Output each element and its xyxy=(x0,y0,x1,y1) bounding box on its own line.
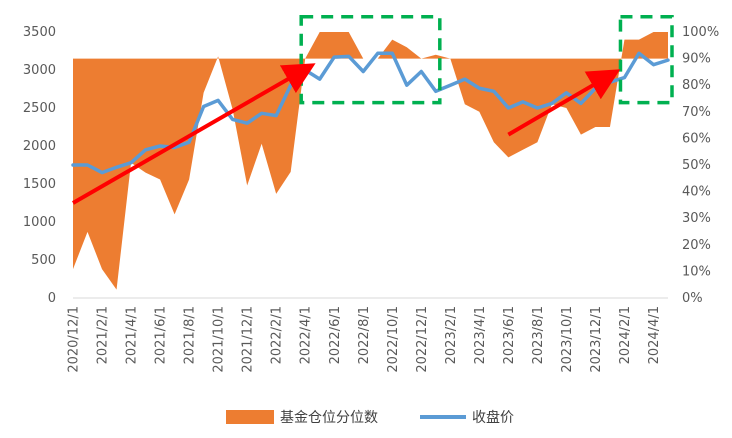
y-left-tick-label: 500 xyxy=(31,253,56,268)
y-left-tick-label: 2500 xyxy=(23,101,56,116)
legend-swatch-area xyxy=(226,410,274,424)
trend-arrow xyxy=(72,63,316,205)
x-tick-label: 2021/4/1 xyxy=(125,306,140,364)
highlight-box xyxy=(618,15,674,105)
y-right-tick-label: 80% xyxy=(682,78,711,93)
x-tick-label: 2022/10/1 xyxy=(386,306,401,373)
x-tick-label: 2023/8/1 xyxy=(531,306,546,364)
y-right-tick-label: 90% xyxy=(682,52,711,67)
x-tick-label: 2023/12/1 xyxy=(589,306,604,373)
y-right-tick-label: 10% xyxy=(682,264,711,279)
axes-layer: 0 500 1000 1500 2000 2500 3000 3500 0% 10% 20% 30% 4… xyxy=(23,25,719,373)
x-tick-label: 2024/2/1 xyxy=(618,306,633,364)
x-tick-label: 2021/10/1 xyxy=(212,306,227,373)
x-tick-label: 2022/6/1 xyxy=(328,306,343,364)
x-tick-label: 2024/4/1 xyxy=(647,306,662,364)
y-right-tick-label: 0% xyxy=(682,291,703,306)
trend-arrow xyxy=(507,69,621,137)
x-tick-label: 2021/12/1 xyxy=(241,306,256,373)
y-left-tick-label: 1000 xyxy=(23,215,56,230)
legend: 基金仓位分位数 收盘价 xyxy=(226,409,514,426)
x-tick-label: 2021/6/1 xyxy=(154,306,169,364)
x-tick-label: 2023/4/1 xyxy=(473,306,488,364)
legend-label-area: 基金仓位分位数 xyxy=(280,409,378,426)
x-tick-label: 2021/8/1 xyxy=(183,306,198,364)
y-left-tick-label: 1500 xyxy=(23,177,56,192)
x-tick-label: 2023/6/1 xyxy=(502,306,517,364)
y-left-tick-label: 3500 xyxy=(23,25,56,40)
area-series-layer xyxy=(73,32,668,290)
x-tick-label: 2022/2/1 xyxy=(270,306,285,364)
y-left-tick-label: 3000 xyxy=(23,63,56,78)
x-tick-label: 2022/4/1 xyxy=(299,306,314,364)
y-right-tick-label: 60% xyxy=(682,131,711,146)
y-left-tick-label: 2000 xyxy=(23,139,56,154)
area-series-fund-position xyxy=(73,32,668,290)
x-tick-label: 2021/2/1 xyxy=(96,306,111,364)
y-left-tick-label: 0 xyxy=(48,291,56,306)
y-right-tick-label: 100% xyxy=(682,25,719,40)
x-tick-label: 2023/2/1 xyxy=(444,306,459,364)
y-right-tick-label: 50% xyxy=(682,158,711,173)
x-tick-label: 2022/8/1 xyxy=(357,306,372,364)
y-right-tick-label: 20% xyxy=(682,238,711,253)
y-right-tick-label: 30% xyxy=(682,211,711,226)
legend-label-line: 收盘价 xyxy=(472,409,514,426)
x-tick-label: 2022/12/1 xyxy=(415,306,430,373)
annotations-layer xyxy=(72,15,674,205)
y-right-tick-label: 70% xyxy=(682,105,711,120)
y-right-tick-label: 40% xyxy=(682,185,711,200)
x-tick-label: 2020/12/1 xyxy=(67,306,82,373)
highlight-box xyxy=(299,15,442,105)
x-tick-label: 2023/10/1 xyxy=(560,306,575,373)
